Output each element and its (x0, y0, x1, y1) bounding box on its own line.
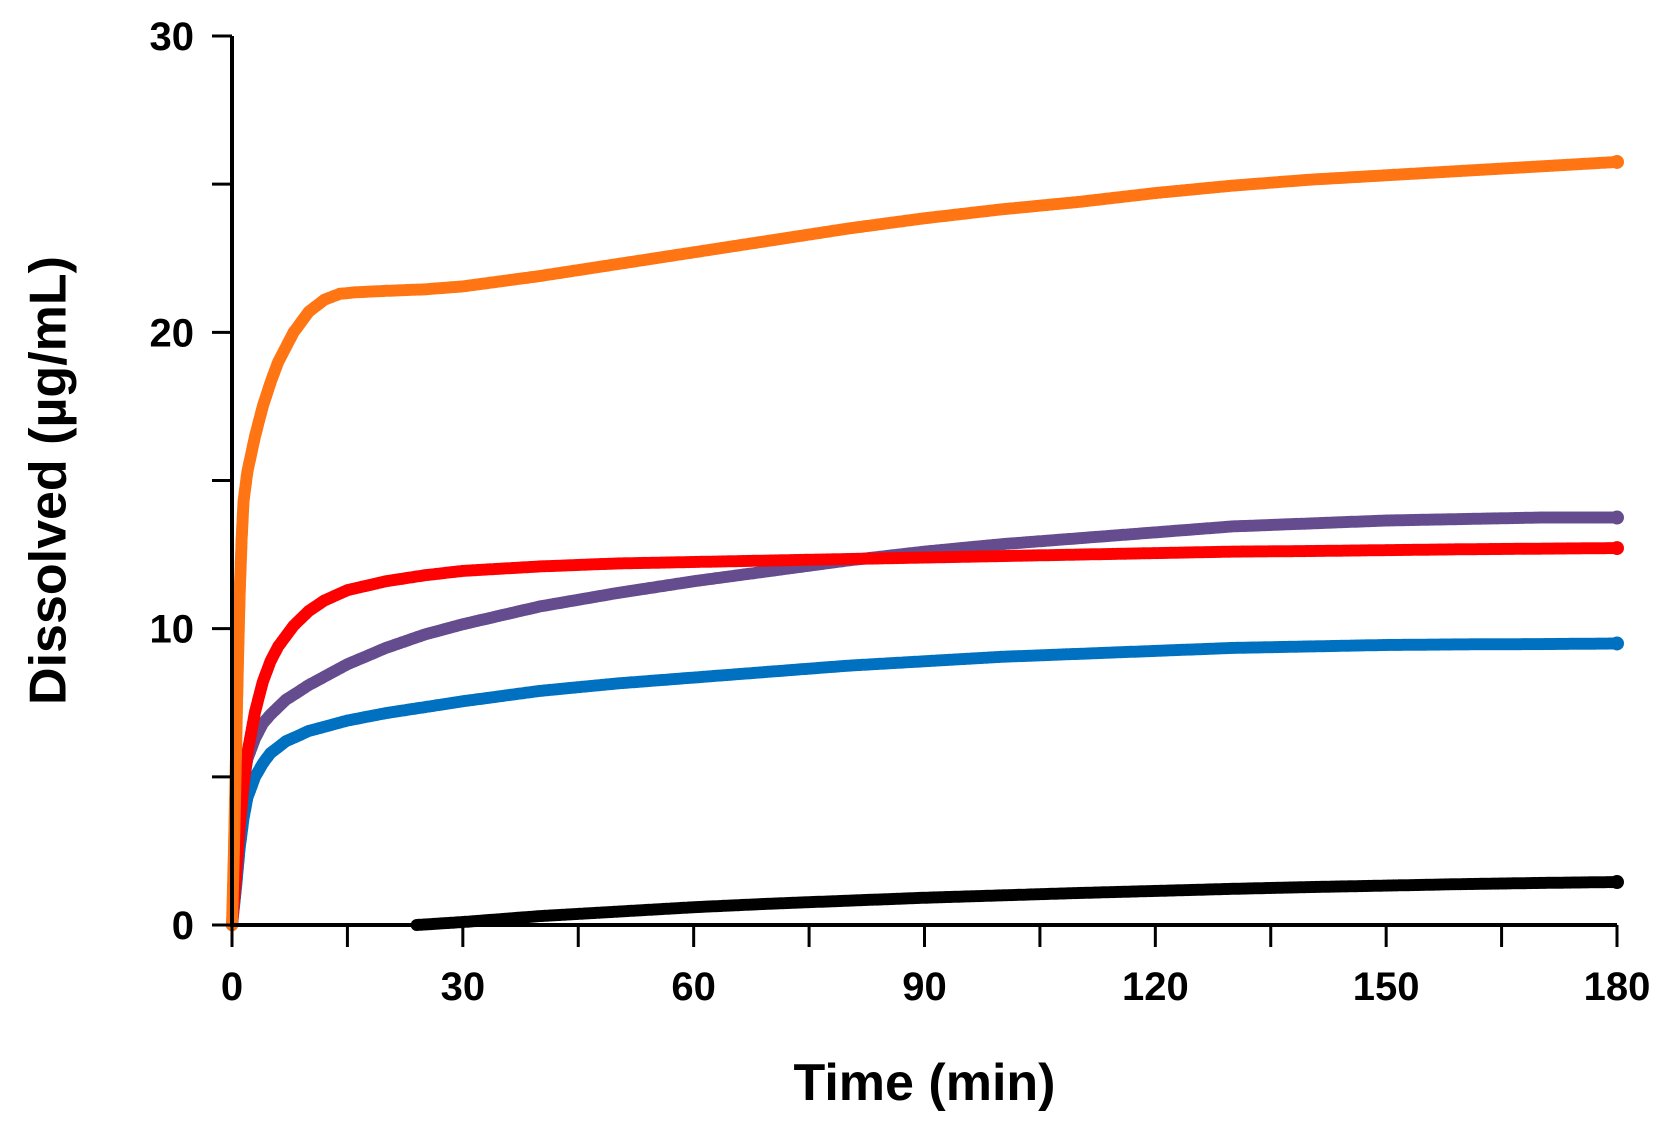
y-tick-label: 30 (150, 15, 195, 59)
x-axis-title: Time (min) (794, 1054, 1056, 1112)
x-tick-label: 60 (671, 965, 716, 1009)
series-red (226, 541, 1624, 931)
y-tick-label: 20 (150, 311, 195, 355)
axes-layer: 0 30 60 90 120 150 180 0 10 20 30 (150, 15, 1651, 1009)
y-tick-label: 10 (150, 608, 195, 652)
series-layer (226, 154, 1624, 931)
data-point (1610, 510, 1624, 525)
series-blue (226, 636, 1624, 931)
data-point (1610, 154, 1624, 169)
data-point (1610, 541, 1624, 556)
series-orange (226, 154, 1624, 931)
x-axis-ticks: 0 30 60 90 120 150 180 (221, 925, 1651, 1009)
x-tick-label: 150 (1353, 965, 1420, 1009)
data-point (1610, 875, 1624, 890)
series-black (410, 875, 1624, 931)
x-tick-label: 180 (1584, 965, 1651, 1009)
data-point (1610, 636, 1624, 651)
y-axis-ticks: 0 10 20 30 (150, 15, 232, 948)
y-axis-title: Dissolved (µg/mL) (20, 256, 78, 705)
x-tick-label: 30 (441, 965, 486, 1009)
x-tick-label: 90 (902, 965, 947, 1009)
x-tick-label: 0 (221, 965, 243, 1009)
y-tick-label: 0 (172, 904, 194, 948)
x-tick-label: 120 (1122, 965, 1189, 1009)
series-purple (226, 510, 1624, 931)
